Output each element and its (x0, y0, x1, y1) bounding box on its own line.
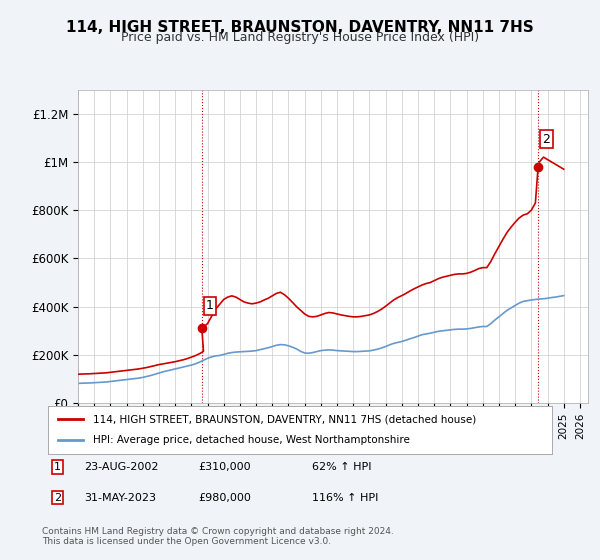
Text: 1: 1 (206, 299, 214, 312)
Text: £980,000: £980,000 (198, 493, 251, 503)
Text: Price paid vs. HM Land Registry's House Price Index (HPI): Price paid vs. HM Land Registry's House … (121, 31, 479, 44)
Text: 62% ↑ HPI: 62% ↑ HPI (312, 462, 371, 472)
Text: £310,000: £310,000 (198, 462, 251, 472)
Text: 23-AUG-2002: 23-AUG-2002 (84, 462, 158, 472)
Text: HPI: Average price, detached house, West Northamptonshire: HPI: Average price, detached house, West… (94, 435, 410, 445)
Text: 114, HIGH STREET, BRAUNSTON, DAVENTRY, NN11 7HS: 114, HIGH STREET, BRAUNSTON, DAVENTRY, N… (66, 20, 534, 35)
Text: Contains HM Land Registry data © Crown copyright and database right 2024.
This d: Contains HM Land Registry data © Crown c… (42, 526, 394, 546)
Text: 31-MAY-2023: 31-MAY-2023 (84, 493, 156, 503)
Text: 114, HIGH STREET, BRAUNSTON, DAVENTRY, NN11 7HS (detached house): 114, HIGH STREET, BRAUNSTON, DAVENTRY, N… (94, 414, 476, 424)
Text: 1: 1 (54, 462, 61, 472)
Text: 2: 2 (54, 493, 61, 503)
Text: 116% ↑ HPI: 116% ↑ HPI (312, 493, 379, 503)
Text: 2: 2 (542, 133, 550, 146)
